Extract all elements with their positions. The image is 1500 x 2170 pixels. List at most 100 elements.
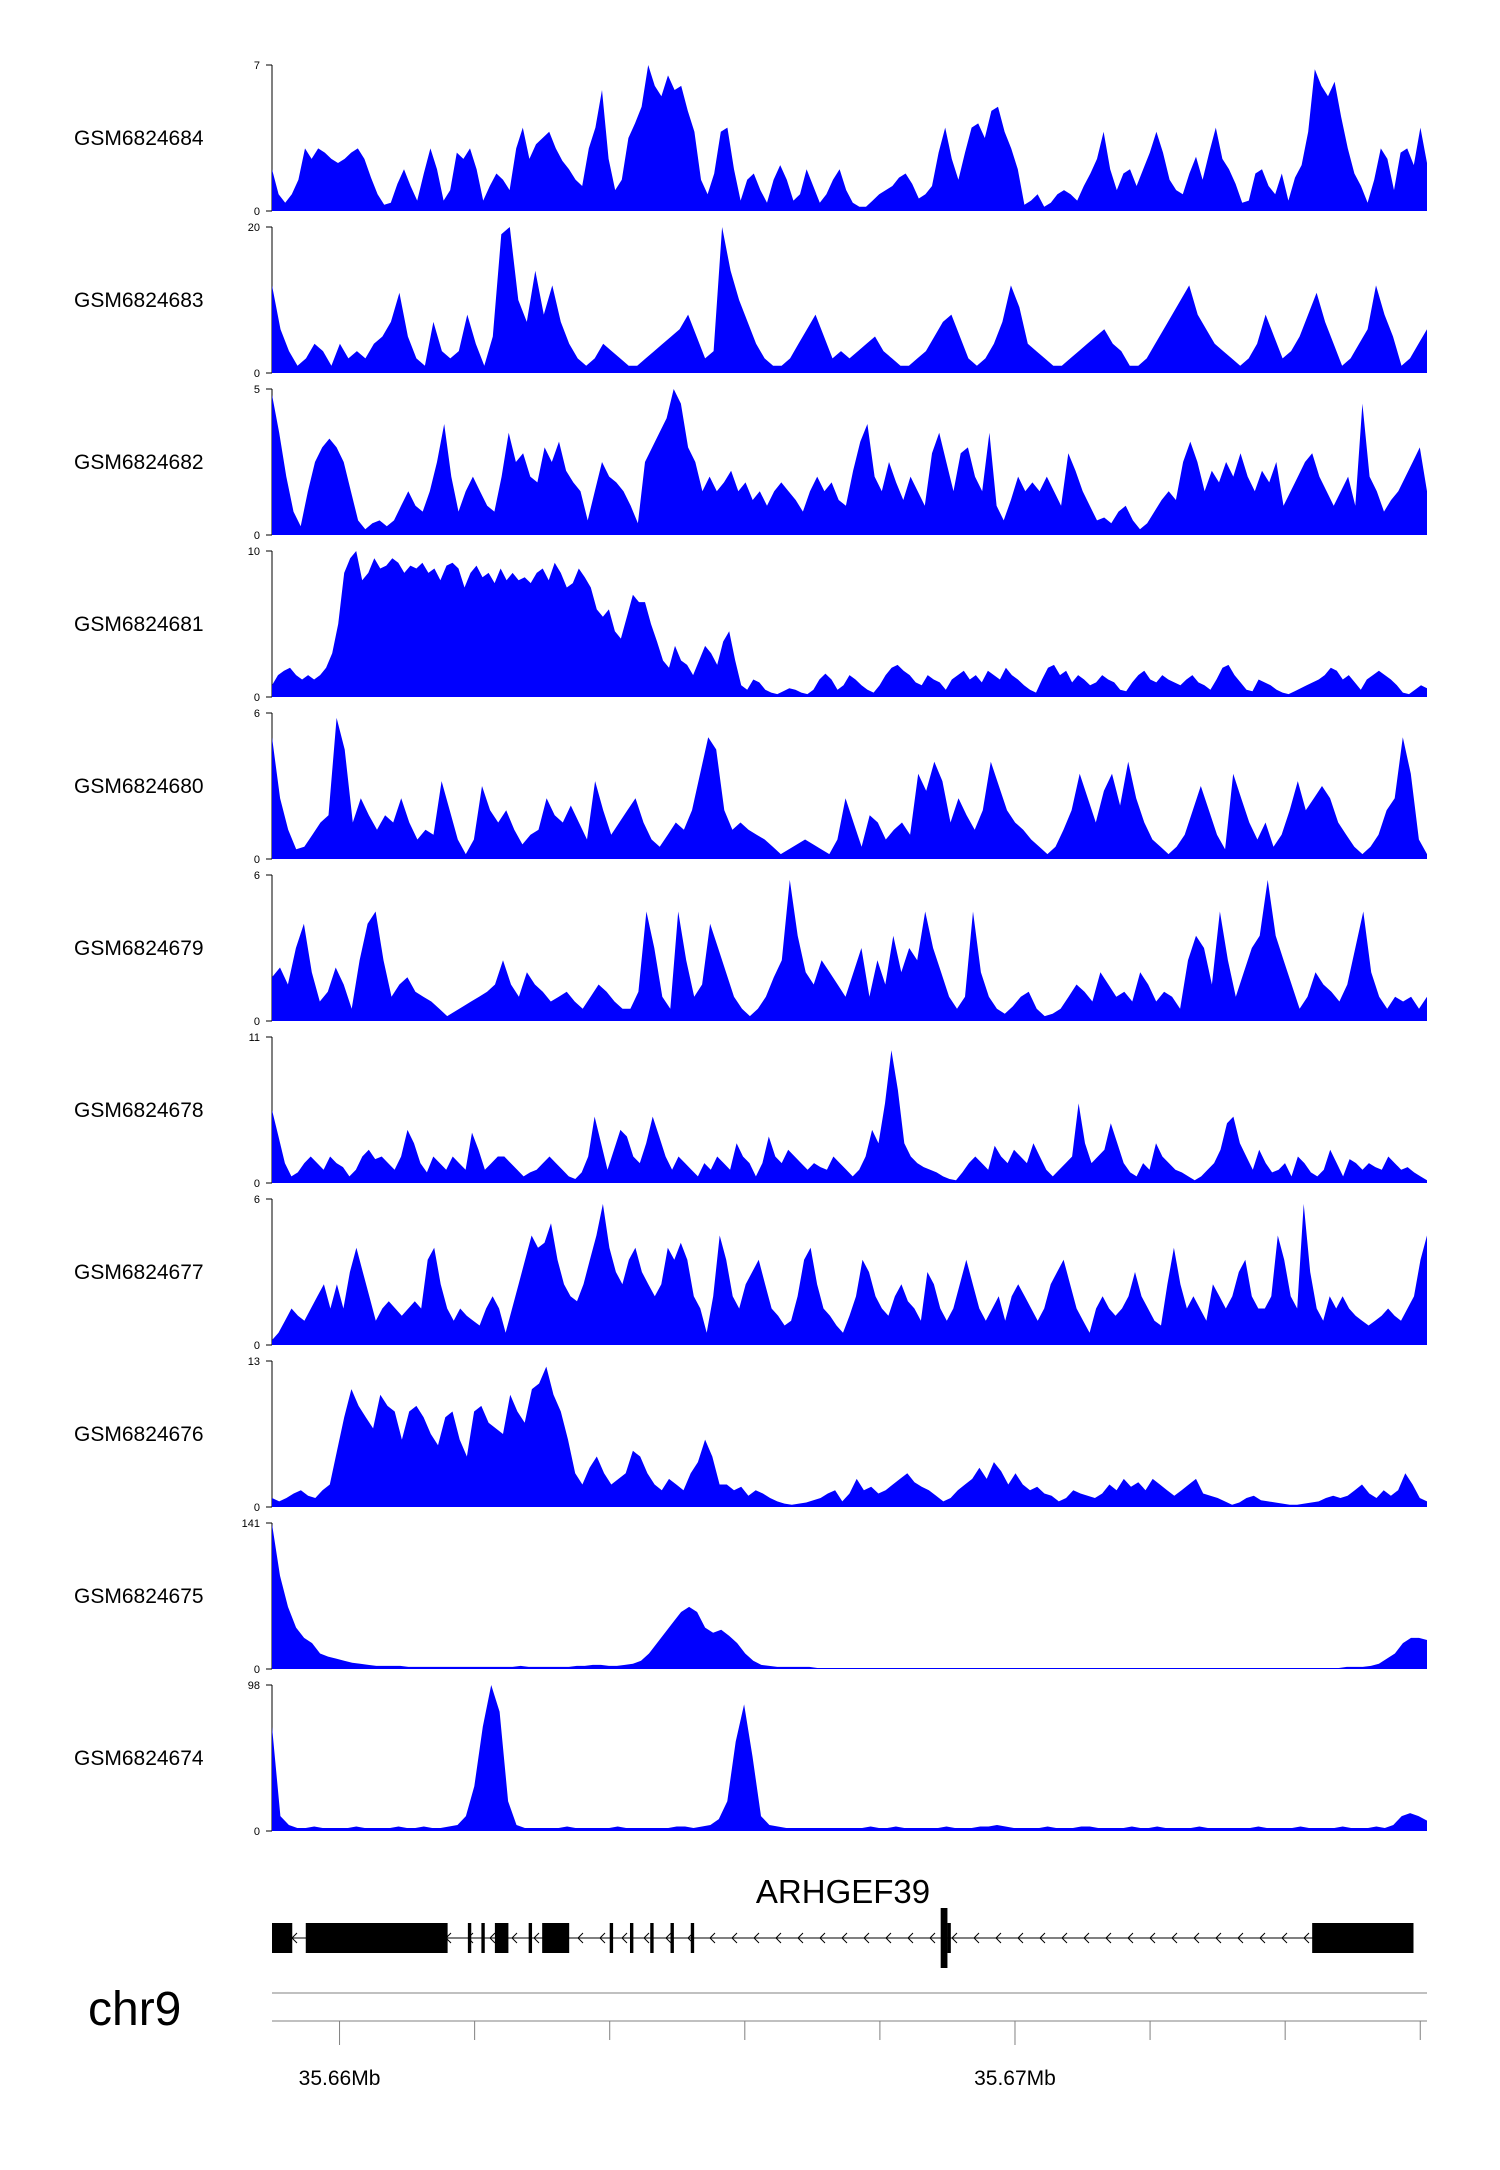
y-min-label: 0: [254, 530, 260, 542]
strand-arrow: [973, 1932, 980, 1944]
track-GSM6824682: GSM6824682 5 0: [74, 384, 1427, 542]
track-GSM6824684: GSM6824684 7 0: [74, 60, 1427, 218]
gene-name-label: ARHGEF39: [756, 1873, 930, 1910]
strand-arrow: [621, 1932, 628, 1944]
y-min-label: 0: [254, 692, 260, 704]
track-GSM6824681: GSM6824681 10 0: [74, 546, 1427, 704]
strand-arrow: [1193, 1932, 1200, 1944]
x-tick-label: 35.67Mb: [974, 2067, 1056, 2090]
signal-tracks: GSM682468470GSM6824683200GSM682468250GSM…: [74, 60, 1427, 1838]
track-label: GSM6824677: [74, 1261, 204, 1284]
y-max-label: 6: [254, 1194, 260, 1206]
y-max-label: 6: [254, 708, 260, 720]
track-GSM6824674: GSM6824674 98 0: [74, 1680, 1427, 1838]
exon: [690, 1923, 695, 1953]
strand-arrow: [753, 1932, 760, 1944]
gene-structure: [272, 1908, 1414, 1968]
track-GSM6824676: GSM6824676 13 0: [74, 1356, 1427, 1514]
track-label: GSM6824678: [74, 1099, 204, 1122]
y-max-label: 7: [254, 60, 260, 72]
strand-arrow: [1149, 1932, 1156, 1944]
exon: [629, 1923, 634, 1953]
track-GSM6824677: GSM6824677 6 0: [74, 1194, 1427, 1352]
strand-arrow: [841, 1932, 848, 1944]
signal-area: [272, 1050, 1427, 1183]
track-label: GSM6824675: [74, 1585, 204, 1608]
y-min-label: 0: [254, 1502, 260, 1514]
strand-arrow: [951, 1932, 958, 1944]
strand-arrow: [907, 1932, 914, 1944]
y-min-label: 0: [254, 206, 260, 218]
strand-arrow: [929, 1932, 936, 1944]
y-max-label: 11: [249, 1032, 260, 1044]
exon: [494, 1923, 509, 1953]
strand-arrow: [995, 1932, 1002, 1944]
exon: [481, 1923, 485, 1953]
genome-axis: 35.66Mb 35.67Mb: [272, 1992, 1427, 2090]
exon: [542, 1923, 570, 1953]
y-min-label: 0: [254, 854, 260, 866]
strand-arrow: [1237, 1932, 1244, 1944]
genome-axis-track: chr9 35.66Mb 35.67Mb: [88, 1983, 1427, 2090]
track-label: GSM6824682: [74, 451, 204, 474]
exon: [1312, 1923, 1414, 1953]
signal-area: [272, 1366, 1427, 1507]
track-GSM6824675: GSM6824675 141 0: [74, 1518, 1427, 1676]
y-max-label: 13: [248, 1356, 260, 1368]
strand-arrow: [731, 1932, 738, 1944]
strand-arrow: [1083, 1932, 1090, 1944]
track-label: GSM6824680: [74, 775, 204, 798]
y-min-label: 0: [254, 1016, 260, 1028]
strand-arrow: [709, 1932, 716, 1944]
strand-arrow: [775, 1932, 782, 1944]
strand-arrow: [1303, 1932, 1310, 1944]
strand-arrow: [819, 1932, 826, 1944]
track-GSM6824679: GSM6824679 6 0: [74, 870, 1427, 1028]
exon: [609, 1923, 614, 1953]
x-tick-label: 35.66Mb: [299, 2067, 381, 2090]
track-label: GSM6824684: [74, 127, 204, 150]
strand-arrow: [863, 1932, 870, 1944]
track-GSM6824680: GSM6824680 6 0: [74, 708, 1427, 866]
y-max-label: 20: [248, 222, 260, 234]
signal-area: [272, 389, 1427, 535]
signal-area: [272, 1524, 1427, 1669]
y-max-label: 141: [242, 1518, 260, 1530]
strand-arrow: [1039, 1932, 1046, 1944]
strand-arrow: [1281, 1932, 1288, 1944]
exon: [305, 1923, 448, 1953]
signal-area: [272, 1203, 1427, 1345]
track-label: GSM6824679: [74, 937, 204, 960]
strand-arrow: [643, 1932, 650, 1944]
strand-arrow: [577, 1932, 584, 1944]
strand-arrow: [1259, 1932, 1266, 1944]
strand-arrow: [599, 1932, 606, 1944]
track-label: GSM6824683: [74, 289, 204, 312]
exon: [947, 1923, 951, 1953]
strand-arrow: [1105, 1932, 1112, 1944]
y-max-label: 98: [248, 1680, 260, 1692]
y-min-label: 0: [254, 1178, 260, 1190]
strand-arrow: [797, 1932, 804, 1944]
signal-area: [272, 879, 1427, 1021]
y-min-label: 0: [254, 1826, 260, 1838]
y-max-label: 10: [248, 546, 260, 558]
strand-arrow: [533, 1932, 540, 1944]
strand-arrow: [1127, 1932, 1134, 1944]
signal-area: [272, 551, 1427, 697]
exon: [467, 1923, 472, 1953]
strand-arrow: [1215, 1932, 1222, 1944]
signal-area: [272, 65, 1427, 211]
y-min-label: 0: [254, 1340, 260, 1352]
y-min-label: 0: [254, 1664, 260, 1676]
y-max-label: 5: [254, 384, 260, 396]
exon: [528, 1923, 533, 1953]
exon: [940, 1908, 948, 1968]
track-GSM6824683: GSM6824683 20 0: [74, 222, 1427, 380]
strand-arrow: [885, 1932, 892, 1944]
signal-area: [272, 227, 1427, 373]
chromosome-label: chr9: [88, 1983, 181, 2036]
strand-arrow: [511, 1932, 518, 1944]
y-max-label: 6: [254, 870, 260, 882]
